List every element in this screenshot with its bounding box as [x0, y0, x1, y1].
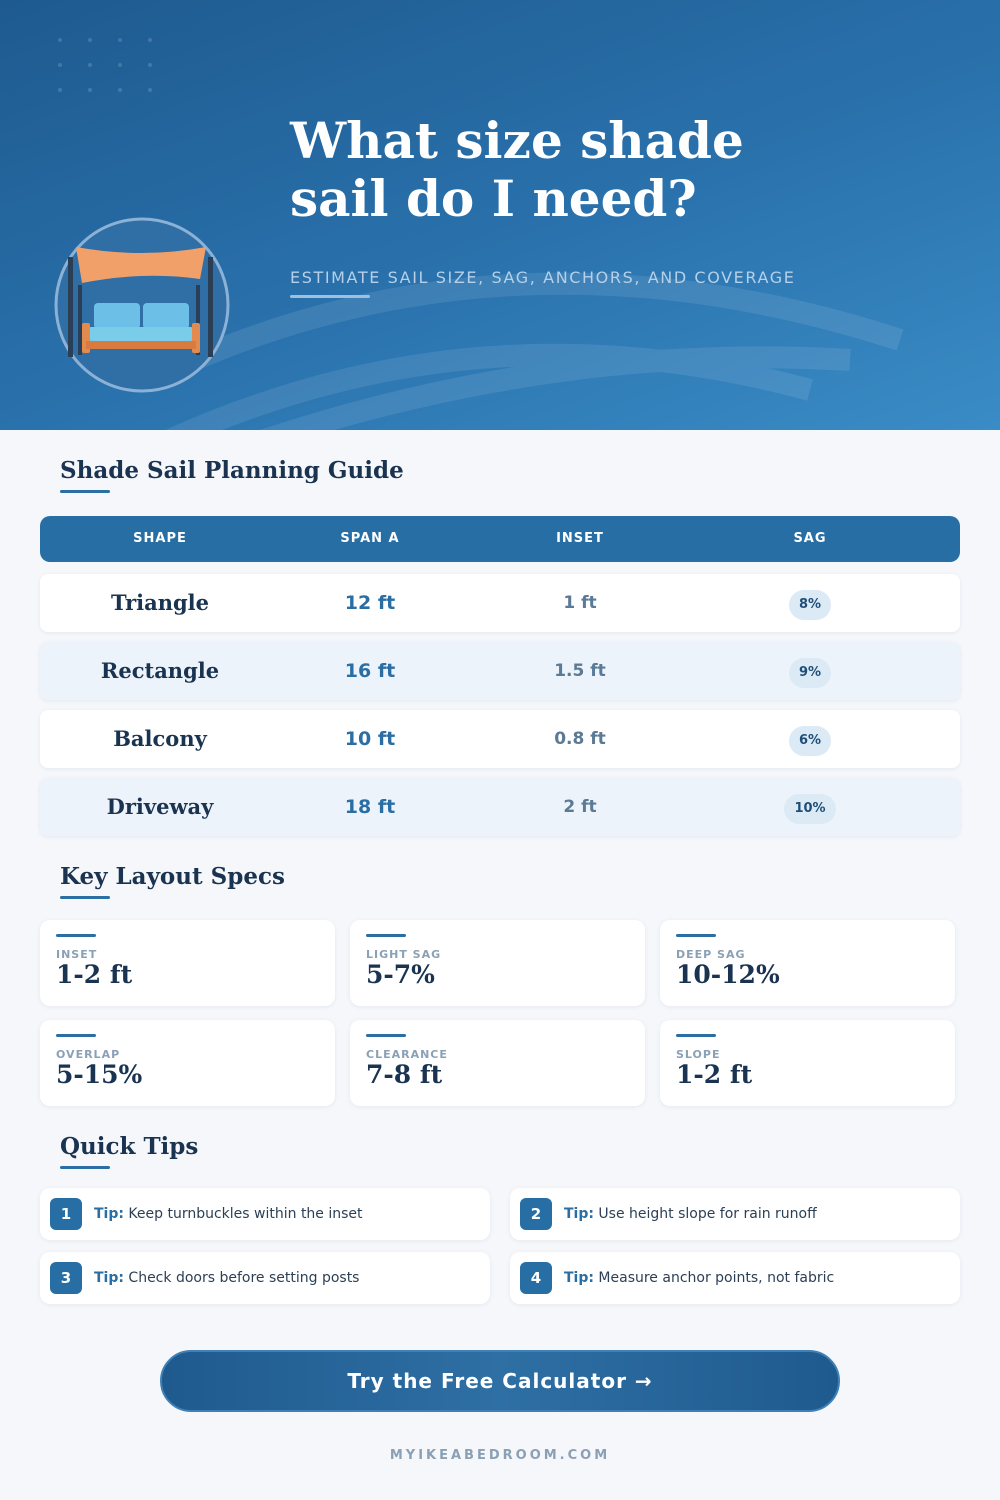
spec-card: LIGHT SAG 5-7% — [350, 920, 645, 1006]
sag-pill: 6% — [788, 726, 832, 756]
table-row: Balcony 10 ft 0.8 ft 6% — [40, 710, 960, 768]
table-cell: 1 ft — [563, 593, 597, 613]
tip-text: Tip: Measure anchor points, not fabric — [564, 1252, 834, 1304]
tip-body: Use height slope for rain runoff — [598, 1206, 817, 1222]
tip-number: 2 — [520, 1198, 552, 1230]
column-header: SPAN A — [340, 531, 400, 546]
spec-card: CLEARANCE 7-8 ft — [350, 1020, 645, 1106]
tip-number: 1 — [50, 1198, 82, 1230]
table-row: Rectangle 16 ft 1.5 ft 9% — [40, 642, 960, 700]
tip-number: 3 — [50, 1262, 82, 1294]
tip-text: Tip: Use height slope for rain runoff — [564, 1188, 817, 1240]
card-accent — [366, 934, 406, 937]
table-cell: 6% — [700, 710, 920, 768]
table-cell: 0.8 ft — [554, 729, 606, 749]
section-title: Key Layout Specs — [60, 863, 285, 890]
table-cell: 10 ft — [344, 728, 396, 750]
spec-label: INSET — [56, 948, 98, 961]
table-row: Driveway 18 ft 2 ft 10% — [40, 778, 960, 836]
tip-prefix: Tip: — [564, 1270, 594, 1286]
hero: What size shade sail do I need? ESTIMATE… — [0, 0, 1000, 430]
tip-card: 2 Tip: Use height slope for rain runoff — [510, 1188, 960, 1240]
spec-value: 5-7% — [366, 960, 435, 989]
sag-pill: 10% — [784, 794, 836, 824]
tip-prefix: Tip: — [564, 1206, 594, 1222]
tip-body: Measure anchor points, not fabric — [598, 1270, 835, 1286]
column-header: SAG — [793, 531, 827, 546]
tip-text: Tip: Keep turnbuckles within the inset — [94, 1188, 363, 1240]
cta-button[interactable]: Try the Free Calculator → — [160, 1350, 840, 1412]
table-cell: Balcony — [113, 726, 207, 751]
title-underline — [60, 896, 110, 899]
spec-value: 7-8 ft — [366, 1060, 443, 1089]
table-cell: 12 ft — [344, 592, 396, 614]
card-accent — [56, 934, 96, 937]
column-header: INSET — [556, 531, 604, 546]
spec-label: CLEARANCE — [366, 1048, 448, 1061]
section-title: Quick Tips — [60, 1133, 199, 1160]
spec-card: DEEP SAG 10-12% — [660, 920, 955, 1006]
subtitle: ESTIMATE SAIL SIZE, SAG, ANCHORS, AND CO… — [290, 268, 796, 287]
spec-label: SLOPE — [676, 1048, 721, 1061]
footer: MYIKEABEDROOM.COM — [389, 1448, 611, 1463]
tip-card: 4 Tip: Measure anchor points, not fabric — [510, 1252, 960, 1304]
title-underline — [60, 490, 110, 493]
table-cell: 2 ft — [563, 797, 597, 817]
spec-label: DEEP SAG — [676, 948, 746, 961]
table-cell: Rectangle — [100, 658, 220, 683]
spec-label: OVERLAP — [56, 1048, 121, 1061]
tip-body: Keep turnbuckles within the inset — [128, 1206, 363, 1222]
table-row: Triangle 12 ft 1 ft 8% — [40, 574, 960, 632]
hero-decoration — [58, 38, 904, 430]
sag-pill: 9% — [788, 658, 832, 688]
column-header: SHAPE — [133, 531, 187, 546]
card-accent — [56, 1034, 96, 1037]
spec-card: OVERLAP 5-15% — [40, 1020, 335, 1106]
card-accent — [676, 1034, 716, 1037]
tip-card: 1 Tip: Keep turnbuckles within the inset — [40, 1188, 490, 1240]
table-cell: 9% — [700, 642, 920, 700]
tip-body: Check doors before setting posts — [128, 1270, 360, 1286]
tip-text: Tip: Check doors before setting posts — [94, 1252, 359, 1304]
sag-pill: 8% — [788, 590, 832, 620]
table-cell: 8% — [700, 574, 920, 632]
spec-card: INSET 1-2 ft — [40, 920, 335, 1006]
card-accent — [366, 1034, 406, 1037]
section-title: Shade Sail Planning Guide — [60, 457, 404, 484]
table-cell: 18 ft — [344, 796, 396, 818]
spec-value: 5-15% — [56, 1060, 143, 1089]
table-cell: Triangle — [110, 590, 210, 615]
spec-value: 1-2 ft — [676, 1060, 753, 1089]
title: What size shade sail do I need? — [290, 111, 744, 228]
spec-card: SLOPE 1-2 ft — [660, 1020, 955, 1106]
table-cell: 10% — [700, 778, 920, 836]
tip-number: 4 — [520, 1262, 552, 1294]
spec-label: LIGHT SAG — [366, 948, 442, 961]
table-cell: 1.5 ft — [554, 661, 606, 681]
card-accent — [676, 934, 716, 937]
tip-prefix: Tip: — [94, 1270, 124, 1286]
spec-value: 1-2 ft — [56, 960, 133, 989]
table-cell: 16 ft — [344, 660, 396, 682]
table-header: SHAPE SPAN A INSET SAG — [40, 516, 960, 562]
spec-value: 10-12% — [676, 960, 780, 989]
title-underline — [60, 1166, 110, 1169]
tip-prefix: Tip: — [94, 1206, 124, 1222]
table-cell: Driveway — [106, 794, 214, 819]
illustration — [54, 217, 230, 393]
tip-card: 3 Tip: Check doors before setting posts — [40, 1252, 490, 1304]
